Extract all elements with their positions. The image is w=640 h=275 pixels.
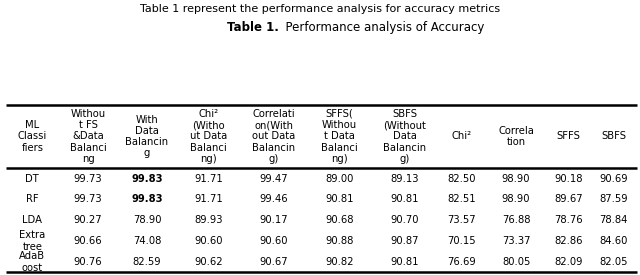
Text: 84.60: 84.60	[600, 236, 628, 246]
Text: SFFS: SFFS	[556, 131, 580, 141]
Text: 76.69: 76.69	[447, 257, 476, 267]
Text: ML
Classi
fiers: ML Classi fiers	[18, 120, 47, 153]
Text: 90.62: 90.62	[194, 257, 223, 267]
Text: 90.60: 90.60	[260, 236, 288, 246]
Text: 74.08: 74.08	[132, 236, 161, 246]
Text: 78.90: 78.90	[132, 215, 161, 225]
Text: Table 1 represent the performance analysis for accuracy metrics: Table 1 represent the performance analys…	[140, 4, 500, 14]
Text: 78.76: 78.76	[554, 215, 582, 225]
Text: 73.57: 73.57	[447, 215, 476, 225]
Text: Table 1.: Table 1.	[0, 274, 1, 275]
Text: 89.67: 89.67	[554, 194, 582, 204]
Text: 87.59: 87.59	[600, 194, 628, 204]
Text: 99.83: 99.83	[131, 194, 163, 204]
Text: 90.66: 90.66	[74, 236, 102, 246]
Text: 76.88: 76.88	[502, 215, 531, 225]
Text: Chi²: Chi²	[452, 131, 472, 141]
Text: 82.59: 82.59	[132, 257, 161, 267]
Text: 82.09: 82.09	[554, 257, 582, 267]
Text: SBFS: SBFS	[601, 131, 626, 141]
Text: LDA: LDA	[22, 215, 42, 225]
Text: 90.76: 90.76	[74, 257, 102, 267]
Text: 90.81: 90.81	[390, 194, 419, 204]
Text: 90.17: 90.17	[260, 215, 289, 225]
Text: 99.73: 99.73	[74, 194, 102, 204]
Text: Withou
t FS
&Data
Balanci
ng: Withou t FS &Data Balanci ng	[70, 109, 106, 164]
Text: 89.13: 89.13	[390, 174, 419, 184]
Text: 90.27: 90.27	[74, 215, 102, 225]
Text: 89.93: 89.93	[194, 215, 223, 225]
Text: 90.81: 90.81	[390, 257, 419, 267]
Text: 73.37: 73.37	[502, 236, 531, 246]
Text: 98.90: 98.90	[502, 174, 531, 184]
Text: 90.68: 90.68	[326, 215, 354, 225]
Text: 90.82: 90.82	[326, 257, 354, 267]
Text: 99.83: 99.83	[131, 174, 163, 184]
Text: 90.81: 90.81	[326, 194, 354, 204]
Text: 82.86: 82.86	[554, 236, 582, 246]
Text: Correla
tion: Correla tion	[498, 126, 534, 147]
Text: 91.71: 91.71	[194, 174, 223, 184]
Text: 90.67: 90.67	[260, 257, 289, 267]
Text: 70.15: 70.15	[447, 236, 476, 246]
Text: Performance analysis of Accuracy: Performance analysis of Accuracy	[278, 21, 484, 34]
Text: 98.90: 98.90	[502, 194, 531, 204]
Text: Chi²
(Witho
ut Data
Balanci
ng): Chi² (Witho ut Data Balanci ng)	[189, 109, 227, 164]
Text: 90.18: 90.18	[554, 174, 582, 184]
Text: 90.70: 90.70	[390, 215, 419, 225]
Text: 90.60: 90.60	[194, 236, 223, 246]
Text: 78.84: 78.84	[600, 215, 628, 225]
Text: 82.51: 82.51	[447, 194, 476, 204]
Text: DT: DT	[26, 174, 39, 184]
Text: 99.73: 99.73	[74, 174, 102, 184]
Text: 82.50: 82.50	[447, 174, 476, 184]
Text: Table 1.: Table 1.	[227, 21, 279, 34]
Text: 90.69: 90.69	[600, 174, 628, 184]
Text: With
Data
Balancin
g: With Data Balancin g	[125, 115, 168, 158]
Text: 90.87: 90.87	[390, 236, 419, 246]
Text: SBFS
(Without
Data
Balancin
g): SBFS (Without Data Balancin g)	[383, 109, 426, 164]
Text: 91.71: 91.71	[194, 194, 223, 204]
Text: Correlati
on(With
out Data
Balancin
g): Correlati on(With out Data Balancin g)	[252, 109, 296, 164]
Text: SFFS(
Withou
t Data
Balanci
ng): SFFS( Withou t Data Balanci ng)	[321, 109, 358, 164]
Text: RF: RF	[26, 194, 38, 204]
Text: 89.00: 89.00	[326, 174, 354, 184]
Text: 80.05: 80.05	[502, 257, 531, 267]
Text: 82.05: 82.05	[600, 257, 628, 267]
Text: Extra
tree: Extra tree	[19, 230, 45, 252]
Text: 99.47: 99.47	[260, 174, 289, 184]
Text: 90.88: 90.88	[326, 236, 354, 246]
Text: 99.46: 99.46	[260, 194, 289, 204]
Text: AdaB
oost: AdaB oost	[19, 251, 45, 273]
